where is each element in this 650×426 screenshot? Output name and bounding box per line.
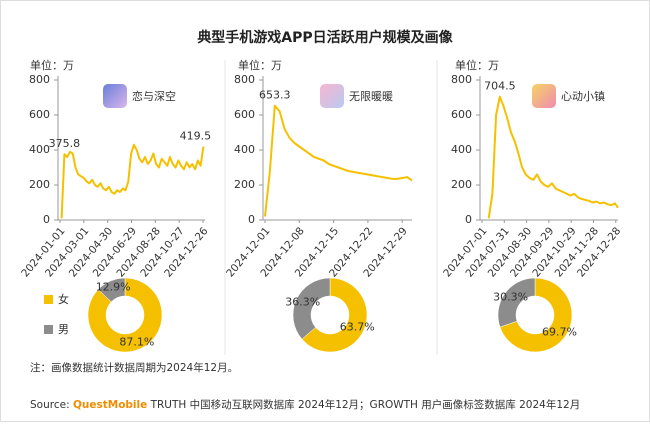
legend-swatch: [44, 325, 53, 334]
y-tick-label: 800: [29, 73, 50, 86]
y-tick-label: 400: [29, 143, 50, 156]
app-name: 心动小镇: [561, 89, 605, 103]
unit-label: 单位：万: [455, 58, 499, 72]
y-tick-label: 200: [234, 178, 255, 191]
donut-slice: [292, 277, 331, 340]
line: [264, 104, 413, 217]
y-tick-label: 400: [234, 143, 255, 156]
y-tick-label: 200: [29, 178, 50, 191]
legend-swatch: [44, 295, 53, 304]
unit-label: 单位：万: [238, 58, 282, 72]
y-tick-label: 600: [451, 108, 472, 121]
source: Source: QuestMobile TRUTH 中国移动互联网数据库 202…: [30, 398, 580, 411]
y-tick-label: 200: [451, 178, 472, 191]
data-label: 419.5: [180, 130, 212, 143]
y-tick-label: 0: [43, 213, 50, 226]
note: 注：画像数据统计数据周期为2024年12月。: [30, 361, 238, 374]
legend-label: 女: [58, 292, 69, 306]
donut-slice: [87, 277, 163, 353]
donut-slice: [97, 277, 126, 303]
app-icon: [532, 84, 556, 108]
unit-label: 单位：万: [30, 58, 74, 72]
app-name: 恋与深空: [132, 89, 176, 103]
legend-label: 男: [58, 323, 69, 336]
y-tick-label: 800: [234, 73, 255, 86]
line: [487, 95, 619, 219]
y-tick-label: 600: [29, 108, 50, 121]
source-text: TRUTH 中国移动互联网数据库 2024年12月；GROWTH 用户画像标签数…: [150, 398, 581, 411]
slice-label: 63.7%: [340, 321, 375, 334]
data-label: 653.3: [259, 89, 291, 102]
donut-slice: [497, 277, 536, 328]
donut-slice: [301, 277, 368, 353]
y-tick-label: 600: [234, 108, 255, 121]
y-tick-label: 400: [451, 143, 472, 156]
slice-label: 30.3%: [493, 291, 528, 304]
source-brand: QuestMobile: [73, 399, 147, 411]
slice-label: 12.9%: [96, 280, 131, 293]
y-tick-label: 0: [248, 213, 255, 226]
app-name: 无限暖暖: [349, 90, 393, 103]
data-label: 704.5: [484, 80, 516, 93]
app-icon: [320, 84, 344, 108]
title: 典型手机游戏APP日活跃用户规模及画像: [197, 29, 453, 46]
slice-label: 69.7%: [542, 325, 577, 338]
source-label: Source:: [30, 399, 70, 411]
y-tick-label: 0: [465, 213, 472, 226]
donut-slice: [499, 277, 573, 353]
y-tick-label: 800: [451, 73, 472, 86]
slice-label: 36.3%: [285, 295, 320, 308]
app-icon: [103, 84, 127, 108]
slice-label: 87.1%: [119, 336, 154, 349]
data-label: 375.8: [49, 137, 81, 150]
line: [60, 143, 205, 219]
